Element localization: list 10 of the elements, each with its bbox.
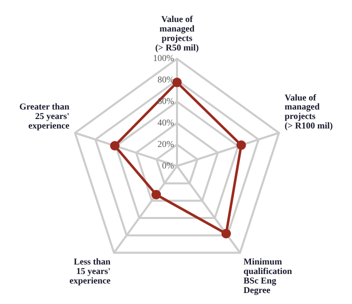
spoke-label: Minimum qualification BSc Eng Degree — [244, 256, 292, 295]
y-tick-label: 20% — [158, 138, 174, 149]
y-tick-label: 0% — [162, 160, 174, 170]
y-tick-label: 80% — [158, 74, 174, 85]
spoke-label: Less than 15 years' experience — [69, 256, 110, 286]
y-tick-label: 40% — [158, 117, 174, 128]
y-tick-label: 100% — [153, 53, 174, 64]
spoke-label: Value of managed projects (> R100 mil) — [284, 92, 333, 131]
spoke-label: Value of managed projects (> R50 mil) — [155, 14, 199, 52]
spoke-label: Greater than 25 years' experience — [19, 102, 70, 131]
